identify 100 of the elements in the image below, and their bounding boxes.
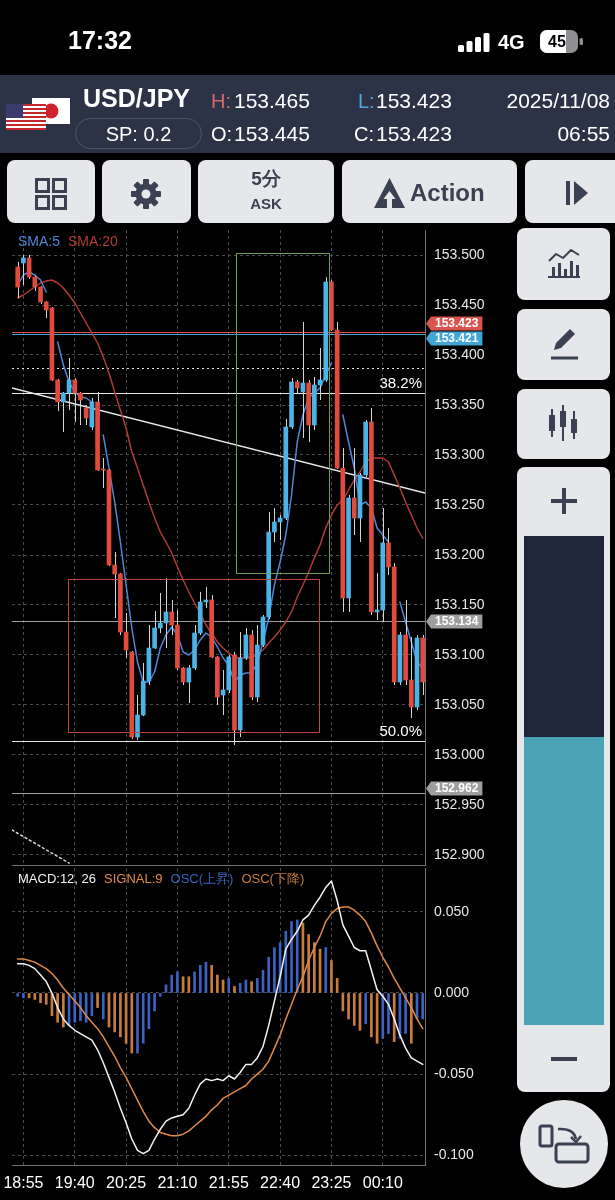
candlestick (272, 507, 277, 543)
bar (273, 947, 276, 993)
candlestick (21, 254, 26, 286)
x-tick-label: 21:10 (157, 1174, 198, 1192)
bar (130, 993, 134, 1054)
x-tick-label: 21:55 (208, 1174, 249, 1192)
bar (352, 993, 356, 1026)
text: Action (410, 179, 485, 206)
annotation: 38.2% (379, 373, 422, 391)
annotation: 50.0% (379, 721, 422, 739)
text: 17:32 (68, 26, 132, 54)
text: H: (211, 90, 231, 112)
bar (198, 965, 202, 993)
candlestick (55, 378, 60, 412)
x-tick-label: 18:55 (3, 1174, 44, 1192)
text: OSC(上昇) (170, 871, 234, 887)
bar (227, 978, 231, 993)
bar (233, 986, 236, 993)
y-tick-label: 153.200 (434, 545, 485, 562)
text: 2025/11/08 (506, 89, 610, 112)
y-tick-label: 0.050 (434, 902, 470, 919)
series-label: SMA:5 (18, 232, 61, 249)
y-tick-label: 153.350 (434, 395, 485, 412)
candlestick (351, 447, 357, 536)
text: O: (211, 123, 233, 145)
bar (170, 974, 174, 993)
bar (210, 965, 213, 993)
bar (381, 993, 385, 1039)
x-tick-label: 20:25 (106, 1174, 147, 1192)
bar (370, 993, 373, 1038)
x-tick-label: 23:25 (311, 1174, 352, 1192)
annotation: 153.421 (435, 331, 479, 346)
text: SIGNAL:9 (104, 871, 163, 887)
chart-title: USD/JPY (83, 84, 190, 112)
candlestick (112, 551, 118, 619)
text: 153.423 (376, 89, 452, 112)
bar (73, 993, 77, 1023)
bar (290, 921, 293, 993)
bar (392, 993, 396, 1042)
y-tick-label: 153.400 (434, 345, 485, 362)
text: C: (354, 123, 374, 145)
bar (193, 971, 196, 993)
bar (324, 947, 328, 993)
text: OSC(下降) (241, 871, 305, 887)
bar (176, 971, 179, 993)
bar (250, 981, 253, 993)
annotation: 152.962 (435, 781, 479, 796)
y-tick-label: 153.000 (434, 745, 485, 762)
text: 153.423 (376, 122, 452, 145)
bar (421, 993, 425, 1020)
bar (79, 993, 82, 1021)
bar (330, 960, 333, 993)
bar (22, 993, 25, 999)
y-tick-label: 152.900 (434, 845, 485, 862)
text: 153.445 (234, 122, 310, 145)
y-tick-label: 153.150 (434, 595, 485, 612)
bar (62, 993, 65, 1028)
y-tick-label: 152.950 (434, 795, 485, 812)
bar (96, 993, 99, 1008)
bar (158, 993, 162, 997)
bar (119, 993, 122, 1038)
candlestick (135, 694, 140, 741)
bar (255, 978, 259, 993)
text: SMA:20 (68, 232, 119, 249)
bar (16, 993, 20, 997)
x-tick-label: 00:10 (362, 1174, 403, 1192)
bar (39, 993, 42, 1004)
bar (101, 993, 105, 1020)
bar (113, 993, 117, 1033)
text: 45 (548, 33, 566, 50)
text: 5分 (251, 168, 281, 189)
candlestick (157, 592, 163, 634)
bar (33, 993, 37, 1000)
bar (404, 993, 407, 1034)
bar (216, 974, 219, 993)
candlestick (78, 391, 83, 426)
bar (267, 956, 271, 993)
y-tick-label: 153.450 (434, 295, 485, 312)
y-tick-label: 153.050 (434, 695, 485, 712)
y-tick-label: 153.250 (434, 495, 485, 512)
y-tick-label: -0.050 (434, 1064, 474, 1081)
annotation: 153.423 (435, 316, 479, 331)
text: MACD:12, 26 (18, 871, 97, 887)
candlestick (152, 610, 157, 650)
text: 153.465 (234, 89, 310, 112)
candlestick (169, 599, 175, 636)
text: L: (358, 90, 375, 112)
y-tick-label: 153.300 (434, 445, 485, 462)
bar (387, 993, 390, 1034)
y-tick-label: 153.500 (434, 245, 485, 262)
bar (136, 993, 139, 1054)
bar (153, 993, 156, 1012)
bar (347, 993, 350, 1020)
candlestick (61, 391, 66, 433)
text: 4G (498, 31, 525, 53)
bar (409, 993, 413, 1044)
text: 06:55 (557, 122, 610, 145)
annotation: 153.134 (435, 614, 479, 629)
y-tick-label: 153.100 (434, 645, 485, 662)
bar (44, 993, 48, 1005)
